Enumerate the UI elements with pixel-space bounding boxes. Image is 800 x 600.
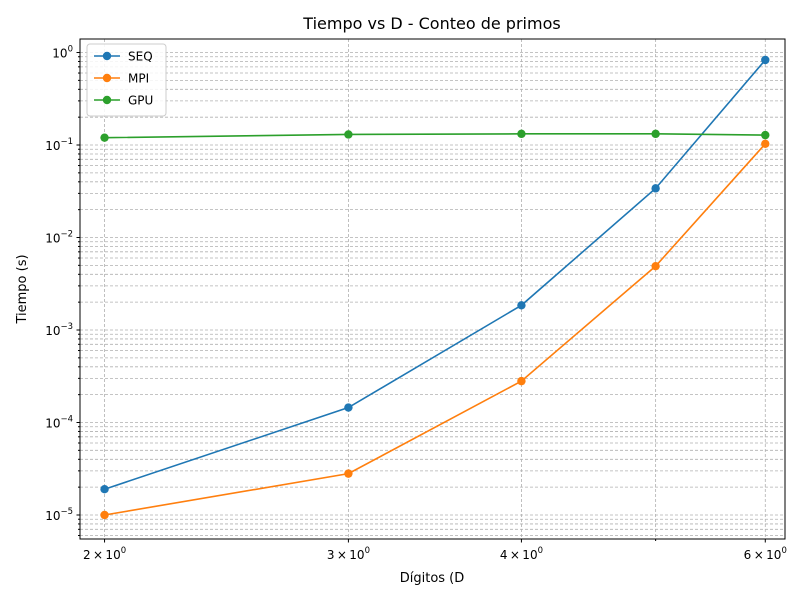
x-tick-label: 4 × 100 bbox=[500, 546, 543, 562]
legend-marker-seq bbox=[102, 51, 112, 61]
data-point-mpi bbox=[344, 469, 353, 478]
axis-ticks: 2 × 100 3 × 100 4 × 100 6 × 100 10−5 10−4 10−3… bbox=[45, 45, 787, 562]
x-tick-label: 6 × 100 bbox=[744, 546, 787, 562]
data-point-mpi bbox=[517, 376, 526, 386]
data-point-gpu bbox=[517, 129, 526, 139]
data-point-mpi bbox=[100, 510, 109, 520]
series-layer bbox=[100, 55, 770, 520]
data-point-seq bbox=[761, 55, 770, 65]
data-point-gpu bbox=[344, 130, 353, 139]
legend-label-mpi: MPI bbox=[128, 72, 149, 86]
data-point-gpu bbox=[761, 130, 770, 140]
grid bbox=[80, 39, 785, 539]
y-axis-label: Tiempo (s) bbox=[15, 254, 30, 324]
legend-label-gpu: GPU bbox=[128, 94, 153, 108]
legend-marker-gpu bbox=[102, 95, 112, 105]
x-tick-label: 3 × 100 bbox=[327, 546, 370, 562]
data-point-mpi bbox=[651, 261, 660, 271]
y-tick-label: 10−2 bbox=[45, 230, 73, 246]
y-tick-label: 10−1 bbox=[45, 137, 73, 153]
data-point-seq bbox=[100, 485, 109, 494]
data-point-seq bbox=[651, 184, 660, 193]
plot-frame bbox=[79, 38, 786, 540]
legend-marker-mpi bbox=[102, 73, 112, 83]
data-point-mpi bbox=[761, 139, 770, 149]
legend-box bbox=[86, 43, 167, 117]
chart-title: Tiempo vs D - Conteo de primos bbox=[302, 14, 560, 33]
y-tick-label: 100 bbox=[52, 45, 73, 61]
x-axis-label: Dígitos (D bbox=[400, 571, 465, 586]
data-point-gpu bbox=[651, 129, 660, 139]
data-point-seq bbox=[517, 301, 526, 310]
data-point-seq bbox=[344, 403, 353, 412]
x-tick-label: 2 × 100 bbox=[83, 546, 126, 562]
legend: SEQ MPI GPU bbox=[86, 43, 167, 117]
y-tick-label: 10−5 bbox=[45, 507, 73, 523]
data-point-gpu bbox=[100, 133, 109, 142]
legend-label-seq: SEQ bbox=[128, 50, 153, 64]
y-tick-label: 10−3 bbox=[45, 322, 73, 338]
y-tick-label: 10−4 bbox=[45, 414, 73, 430]
